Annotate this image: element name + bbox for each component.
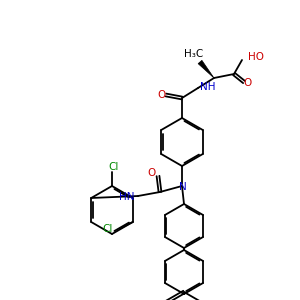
Text: HO: HO <box>248 52 264 62</box>
Text: H₃C: H₃C <box>184 49 204 59</box>
Text: Cl: Cl <box>102 224 113 234</box>
Polygon shape <box>198 60 214 78</box>
Text: N: N <box>179 182 187 192</box>
Text: O: O <box>157 90 165 100</box>
Text: NH: NH <box>200 82 215 92</box>
Text: O: O <box>148 168 156 178</box>
Text: Cl: Cl <box>109 162 119 172</box>
Text: HN: HN <box>119 192 135 202</box>
Text: O: O <box>244 78 252 88</box>
